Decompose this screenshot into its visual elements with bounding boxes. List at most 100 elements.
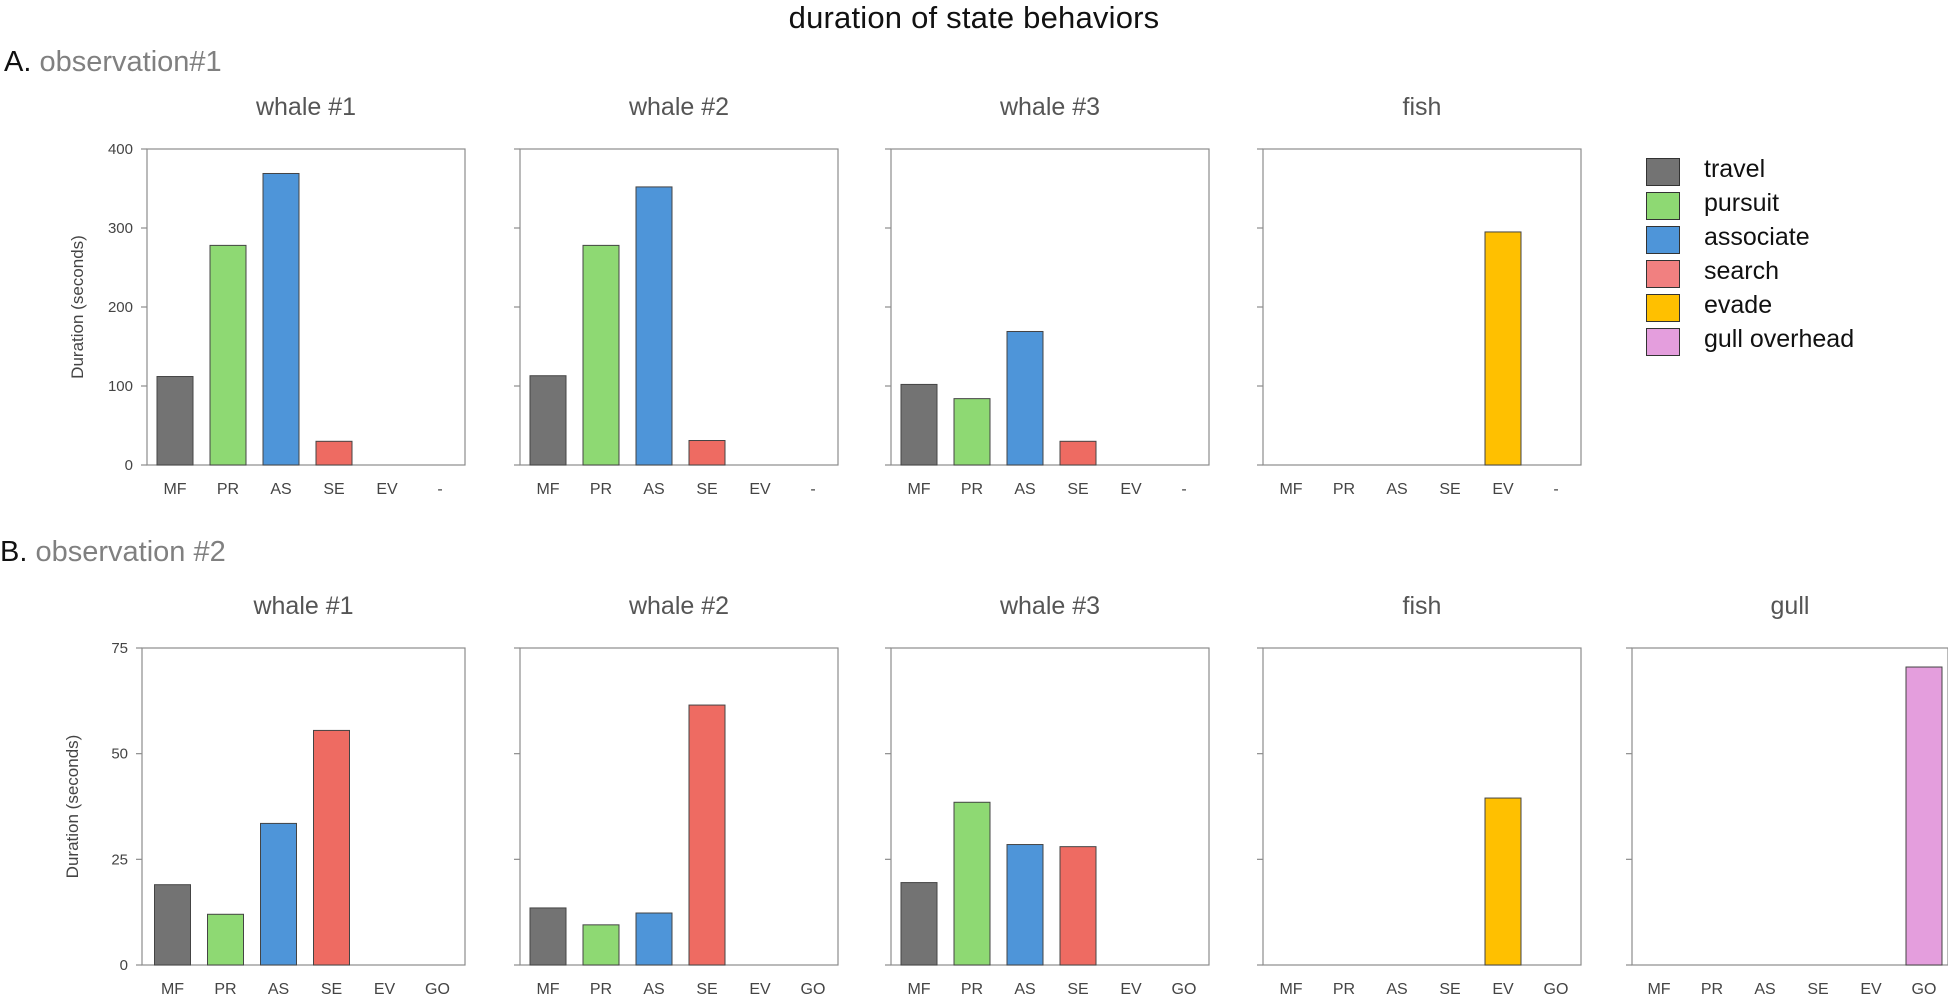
chart-a-whale-1-bar-mf xyxy=(156,376,194,466)
chart-a-whale-2-xtick-as: AS xyxy=(643,481,664,498)
chart-b-whale-2-xtick-as: AS xyxy=(643,981,664,998)
chart-a-whale-1-xtick-as: AS xyxy=(270,481,291,498)
chart-a-whale-1-ylabel: Duration (seconds) xyxy=(68,235,87,379)
chart-b-whale-1-bar-pr xyxy=(207,913,244,966)
chart-b-fish-bar-ev xyxy=(1484,797,1522,966)
legend-swatch-pursuit xyxy=(1646,192,1680,220)
legend-item-pursuit: pursuit xyxy=(1646,189,1946,222)
chart-a-whale-2-xtick-se: SE xyxy=(696,481,717,498)
chart-a-whale-3-xtick-pr: PR xyxy=(961,481,983,498)
chart-a-whale-3: whale #3 MF PR AS SE EV - xyxy=(885,93,1210,498)
chart-a-fish-xtick-se: SE xyxy=(1439,481,1460,498)
legend-label-travel: travel xyxy=(1704,155,1766,183)
chart-b-fish-xtick-go: GO xyxy=(1544,981,1569,998)
chart-b-whale-3-xtick-mf: MF xyxy=(907,981,930,998)
chart-b-whale-2-frame xyxy=(519,647,839,966)
chart-b-whale-2-xtick-mf: MF xyxy=(536,981,559,998)
chart-b-whale-3-title: whale #3 xyxy=(999,592,1100,620)
chart-b-whale-2-bar-mf xyxy=(529,907,567,966)
chart-a-whale-1-frame xyxy=(146,148,466,466)
chart-a-whale-3-xtick-mf: MF xyxy=(907,481,930,498)
legend-item-travel: travel xyxy=(1646,155,1946,188)
chart-a-whale-3-bar-as xyxy=(1006,330,1044,466)
legend-label-search: search xyxy=(1704,257,1780,285)
chart-a-whale-1-ytick-label: 400 xyxy=(108,141,133,158)
chart-a-whale-3-xtick-se: SE xyxy=(1067,481,1088,498)
chart-a-fish-bar-ev xyxy=(1484,231,1522,466)
chart-a-whale-1-ytick-label: 0 xyxy=(125,457,133,474)
legend-swatch-associate xyxy=(1646,226,1680,254)
legend-label-gull-overhead: gull overhead xyxy=(1704,325,1855,353)
section-b-title: observation #2 xyxy=(35,536,226,568)
chart-b-whale-1-frame xyxy=(141,647,466,966)
chart-b-gull: gull MF PR AS SE EV GO xyxy=(1626,592,1948,998)
chart-b-whale-1-xtick-ev: EV xyxy=(374,981,396,998)
chart-b-fish-xtick-ev: EV xyxy=(1492,981,1514,998)
chart-b-gull-title: gull xyxy=(1771,592,1810,620)
chart-a-whale-1-bar-as xyxy=(262,172,300,466)
chart-a-whale-1-bar-pr xyxy=(209,244,247,466)
chart-b-whale-1-bar-se xyxy=(313,729,350,966)
section-b-letter: B. xyxy=(0,536,28,568)
chart-b-whale-1-ylabel: Duration (seconds) xyxy=(63,735,82,879)
chart-b-fish-frame xyxy=(1262,647,1582,966)
chart-b-whale-1-bar-as xyxy=(260,822,297,966)
figure-title: duration of state behaviors xyxy=(788,0,1160,35)
chart-a-whale-2-bar-pr xyxy=(582,244,620,466)
chart-b-whale-3-xtick-as: AS xyxy=(1014,981,1035,998)
chart-b-whale-1-xtick-go: GO xyxy=(425,981,450,998)
chart-b-fish-xtick-pr: PR xyxy=(1333,981,1355,998)
legend-label-pursuit: pursuit xyxy=(1704,189,1780,217)
chart-b-gull-xtick-ev: EV xyxy=(1860,981,1882,998)
chart-b-whale-2: whale #2 MF PR AS SE EV GO xyxy=(514,592,839,998)
chart-b-gull-xtick-mf: MF xyxy=(1647,981,1670,998)
chart-a-whale-2-title: whale #2 xyxy=(628,93,729,121)
section-a-label: A. observation#1 xyxy=(4,46,222,79)
legend-swatch-search xyxy=(1646,260,1680,288)
legend-swatch-gull-overhead xyxy=(1646,328,1680,356)
chart-b-gull-xtick-pr: PR xyxy=(1701,981,1723,998)
chart-a-whale-2-xtick-ev: EV xyxy=(749,481,771,498)
chart-b-fish-xtick-mf: MF xyxy=(1279,981,1302,998)
chart-b-whale-2-xtick-go: GO xyxy=(801,981,826,998)
chart-a-fish-xtick-pr: PR xyxy=(1333,481,1355,498)
chart-b-whale-3: whale #3 MF PR AS SE EV GO xyxy=(885,592,1210,998)
chart-a-whale-3-title: whale #3 xyxy=(999,93,1100,121)
chart-a-whale-3-bar-se xyxy=(1059,440,1097,466)
chart-b-whale-3-bar-pr xyxy=(953,801,991,966)
chart-a-whale-2-bar-se xyxy=(688,440,726,466)
chart-a-whale-3-bar-mf xyxy=(900,383,938,466)
legend-swatch-travel xyxy=(1646,158,1680,186)
chart-b-whale-3-xtick-pr: PR xyxy=(961,981,983,998)
legend-label-associate: associate xyxy=(1704,223,1810,251)
chart-a-whale-2: whale #2 MF PR AS SE EV - xyxy=(514,93,839,498)
chart-b-gull-xtick-go: GO xyxy=(1912,981,1937,998)
chart-a-whale-2-bar-mf xyxy=(529,375,567,466)
chart-b-whale-1-xtick-se: SE xyxy=(321,981,342,998)
chart-b-gull-frame xyxy=(1631,647,1948,966)
chart-b-whale-1-ytick-label: 75 xyxy=(111,640,128,657)
chart-a-whale-3-bar-pr xyxy=(953,398,991,466)
chart-b-gull-xtick-se: SE xyxy=(1807,981,1828,998)
chart-a-whale-2-xtick-dash: - xyxy=(810,481,815,498)
chart-a-whale-1-xtick-ev: EV xyxy=(376,481,398,498)
legend-item-associate: associate xyxy=(1646,223,1946,256)
chart-a-whale-1-xtick-mf: MF xyxy=(163,481,186,498)
chart-b-whale-3-bar-as xyxy=(1006,844,1044,966)
chart-b-whale-3-bar-mf xyxy=(900,882,938,966)
chart-a-whale-1-bar-se xyxy=(315,440,353,466)
chart-b-whale-3-xtick-se: SE xyxy=(1067,981,1088,998)
chart-a-whale-1-ytick-label: 100 xyxy=(108,378,133,395)
chart-a-whale-3-frame xyxy=(890,148,1210,466)
chart-b-gull-bar-go xyxy=(1905,666,1943,966)
chart-a-whale-1-xtick-se: SE xyxy=(323,481,344,498)
chart-a-whale-2-xtick-mf: MF xyxy=(536,481,559,498)
chart-b-whale-1-ytick-label: 0 xyxy=(120,957,128,974)
chart-b-whale-2-bar-se xyxy=(688,704,726,966)
chart-b-fish: fish MF PR AS SE EV GO xyxy=(1257,592,1582,998)
chart-b-whale-3-frame xyxy=(890,647,1210,966)
chart-b-whale-2-xtick-se: SE xyxy=(696,981,717,998)
chart-a-fish-xtick-as: AS xyxy=(1386,481,1407,498)
